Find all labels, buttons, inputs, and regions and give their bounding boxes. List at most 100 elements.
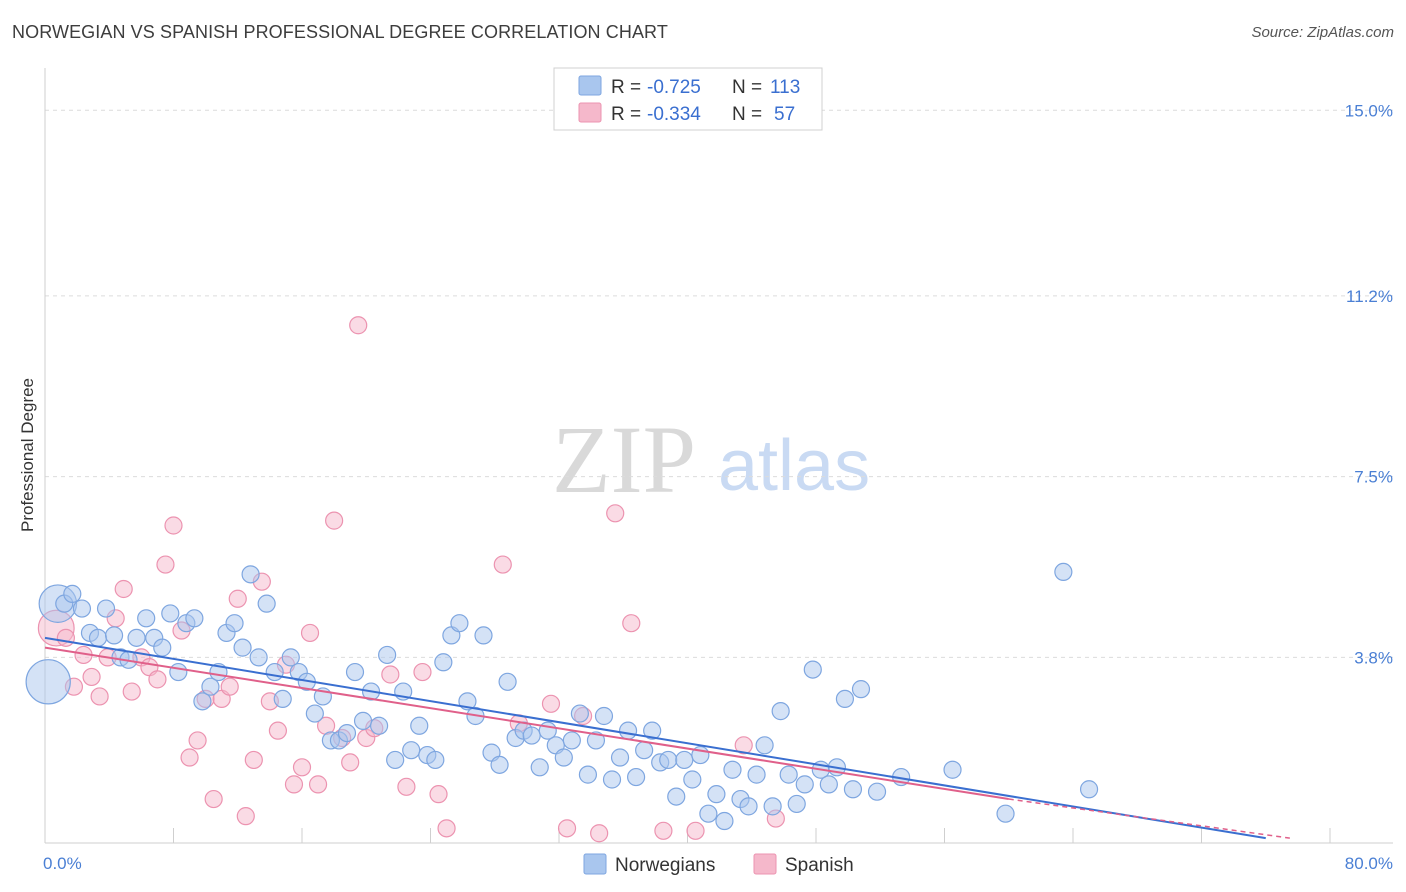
trend-line-spanish — [44, 646, 1009, 801]
bottom-legend: Norwegians Spanish — [583, 853, 854, 876]
gridlines — [45, 109, 1393, 658]
data-point — [819, 775, 838, 794]
norwegians-points — [25, 562, 1099, 831]
data-point — [193, 692, 212, 711]
data-point — [284, 775, 304, 794]
data-point — [723, 760, 742, 779]
data-point — [779, 765, 798, 784]
data-point — [618, 721, 638, 740]
data-point — [337, 723, 357, 743]
data-point — [570, 704, 589, 723]
data-point — [96, 599, 116, 618]
data-point — [148, 670, 167, 689]
data-point — [249, 648, 268, 667]
data-point — [659, 750, 678, 770]
data-point — [715, 811, 734, 831]
source-label: Source: ZipAtlas.com — [1251, 24, 1394, 41]
data-point — [667, 787, 686, 806]
data-point — [498, 672, 517, 691]
data-point — [180, 748, 199, 767]
data-point — [161, 604, 180, 623]
data-point — [739, 797, 758, 816]
bottom-legend-swatch-norwegians — [583, 853, 607, 875]
data-point — [241, 565, 260, 584]
y-tick-label: 15.0% — [1345, 101, 1393, 120]
data-point — [353, 711, 373, 730]
data-point — [156, 555, 175, 574]
legend-box: R = -0.725 N = 113 R = -0.334 N = 57 — [553, 67, 823, 131]
data-point — [378, 645, 397, 665]
data-point — [643, 721, 662, 740]
data-point — [1079, 780, 1099, 799]
data-point — [325, 511, 344, 530]
data-point — [635, 741, 654, 760]
data-point — [204, 789, 223, 809]
watermark-atlas: atlas — [718, 426, 870, 506]
data-point — [437, 819, 456, 838]
trend-line-norwegians — [44, 636, 1266, 840]
data-point — [562, 731, 581, 750]
legend-r-value-norwegians: -0.725 — [647, 77, 701, 98]
data-point — [305, 704, 324, 723]
data-point — [122, 682, 141, 701]
legend-swatch-norwegians — [578, 75, 602, 96]
data-point — [228, 589, 247, 608]
data-point — [867, 782, 887, 801]
data-point — [188, 731, 207, 750]
data-point — [594, 706, 614, 726]
trend-line-spanish-extension — [1008, 798, 1290, 839]
data-point — [675, 750, 694, 770]
data-point — [402, 741, 421, 760]
data-point — [56, 628, 75, 647]
data-point — [803, 660, 822, 679]
data-point — [233, 638, 252, 657]
data-point — [1054, 562, 1073, 582]
data-point — [795, 775, 814, 794]
bottom-legend-spanish: Spanish — [785, 855, 854, 876]
data-point — [25, 659, 71, 705]
data-point — [622, 614, 641, 633]
data-point — [341, 753, 360, 772]
data-point — [578, 765, 598, 784]
data-point — [755, 736, 774, 755]
data-point — [686, 821, 705, 840]
data-point — [265, 662, 284, 682]
data-point — [434, 653, 453, 672]
data-point — [586, 731, 606, 750]
watermark-zip: ZIP — [552, 406, 696, 513]
data-point — [763, 797, 782, 816]
data-point — [474, 626, 493, 645]
data-point — [410, 716, 429, 735]
data-point — [683, 770, 702, 789]
chart-title: NORWEGIAN VS SPANISH PROFESSIONAL DEGREE… — [12, 22, 668, 42]
data-point — [114, 579, 133, 599]
data-point — [281, 648, 300, 667]
data-point — [153, 638, 172, 657]
data-point — [244, 750, 263, 770]
y-tick-label: 11.2% — [1346, 287, 1393, 306]
legend-n-label-norwegians: N = — [732, 77, 762, 98]
data-point — [851, 680, 871, 699]
data-point — [201, 677, 220, 696]
data-point — [300, 623, 320, 643]
data-point — [450, 614, 469, 633]
data-point — [426, 750, 445, 770]
data-point — [787, 794, 806, 814]
data-point — [127, 628, 146, 647]
data-point — [771, 702, 790, 721]
legend-r-label-norwegians: R = — [611, 77, 641, 98]
data-point — [522, 726, 541, 745]
data-point — [747, 765, 766, 784]
data-point — [236, 807, 255, 826]
data-point — [943, 760, 962, 779]
data-point — [220, 677, 239, 696]
data-point — [413, 662, 432, 682]
legend-n-value-spanish: 57 — [774, 104, 795, 125]
legend-n-label-spanish: N = — [732, 104, 762, 125]
data-point — [835, 689, 855, 709]
data-point — [602, 770, 622, 789]
data-point — [63, 584, 82, 603]
data-point — [554, 748, 573, 767]
data-point — [257, 594, 276, 613]
